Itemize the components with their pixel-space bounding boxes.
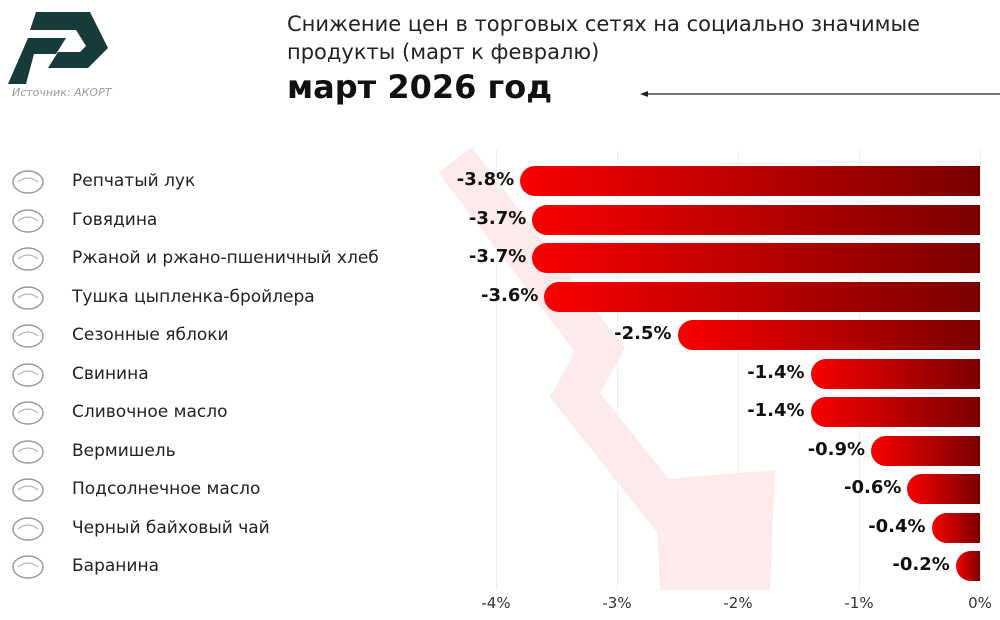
sheep-icon: [12, 555, 44, 579]
category-label: Говядина: [72, 209, 158, 230]
bar: [677, 320, 980, 350]
bar: [520, 166, 980, 196]
category-label: Ржаной и ржано-пшеничный хлеб: [72, 248, 379, 268]
noodles-icon: [12, 439, 44, 464]
gridline: [980, 150, 981, 590]
bar: [544, 281, 980, 312]
chicken-icon: [12, 285, 44, 310]
oil-bottle-icon: [12, 478, 44, 502]
source-label: Источник: АКОРТ: [12, 86, 112, 99]
x-tick-label: -4%: [481, 594, 511, 612]
category-label: Сезонные яблоки: [72, 325, 229, 345]
apple-icon: [12, 324, 44, 348]
category-label: Тушка цыпленка-бройлера: [72, 286, 315, 307]
value-label: -3.8%: [456, 169, 515, 190]
category-label: Сливочное масло: [72, 402, 228, 422]
bar: [931, 512, 980, 543]
akort-logo: [8, 12, 108, 84]
bread-icon: [12, 247, 44, 271]
category-label: Свинина: [72, 363, 149, 384]
value-label: -3.7%: [468, 207, 527, 229]
gridline: [496, 150, 497, 590]
onion-icon: [12, 170, 44, 194]
bar: [532, 243, 980, 273]
x-tick-label: -3%: [602, 594, 632, 612]
bar: [907, 474, 980, 504]
category-label: Репчатый лук: [72, 171, 196, 191]
x-tick-label: -1%: [844, 594, 874, 612]
value-label: -0.2%: [892, 554, 950, 575]
value-label: -0.4%: [868, 515, 926, 537]
category-label: Вермишель: [72, 440, 176, 461]
value-label: -3.7%: [468, 246, 527, 267]
beef-icon: [12, 208, 44, 233]
value-label: -1.4%: [747, 400, 805, 421]
bar: [810, 358, 980, 389]
bar: [810, 397, 980, 427]
butter-icon: [12, 401, 44, 425]
bar: [871, 435, 980, 466]
value-label: -0.9%: [807, 438, 866, 460]
value-label: -1.4%: [747, 361, 805, 383]
value-label: -0.6%: [843, 477, 902, 498]
bar: [532, 204, 980, 235]
category-label: Подсолнечное масло: [72, 479, 261, 499]
value-label: -3.6%: [480, 284, 539, 306]
x-tick-label: 0%: [968, 594, 992, 612]
x-tick-label: -2%: [723, 594, 753, 612]
chart-title: Снижение цен в торговых сетях на социаль…: [287, 12, 921, 64]
value-label: -2.5%: [614, 323, 672, 344]
gridline: [617, 150, 618, 590]
pork-icon: [12, 362, 44, 387]
chart-subtitle: март 2026 год: [287, 68, 553, 106]
category-label: Черный байховый чай: [72, 517, 270, 538]
arrow-left-icon: [640, 91, 1000, 97]
category-label: Баранина: [72, 556, 159, 576]
gridline: [738, 150, 739, 590]
bar: [955, 551, 980, 581]
tea-cup-icon: [12, 516, 44, 541]
